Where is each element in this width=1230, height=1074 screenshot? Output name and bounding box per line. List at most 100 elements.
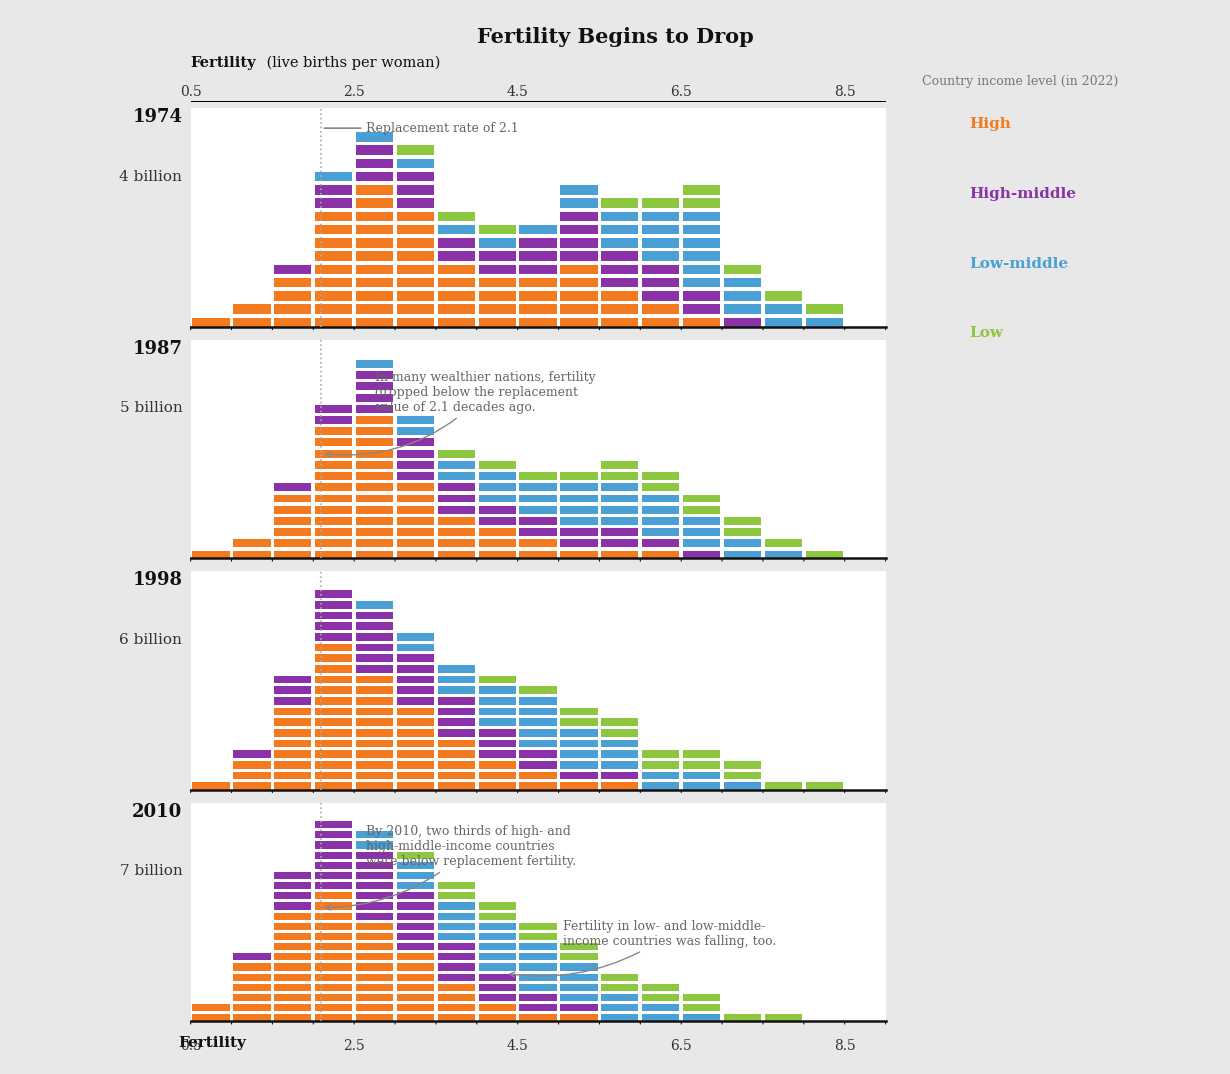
Bar bbox=[478, 473, 515, 480]
Bar bbox=[478, 943, 515, 950]
Text: High: High bbox=[969, 117, 1011, 131]
Bar bbox=[601, 528, 638, 536]
Bar bbox=[397, 506, 434, 513]
Bar bbox=[438, 963, 475, 971]
Bar bbox=[438, 697, 475, 705]
Bar bbox=[355, 993, 394, 1001]
Bar bbox=[519, 304, 557, 314]
Bar bbox=[683, 751, 721, 758]
Bar bbox=[438, 892, 475, 899]
Bar bbox=[519, 708, 557, 715]
Bar bbox=[642, 984, 679, 991]
Bar bbox=[274, 993, 311, 1001]
Bar bbox=[355, 539, 394, 548]
Bar bbox=[355, 634, 394, 641]
Bar bbox=[683, 528, 721, 536]
Bar bbox=[355, 852, 394, 859]
Bar bbox=[561, 963, 598, 971]
Bar bbox=[355, 772, 394, 780]
Bar bbox=[519, 291, 557, 301]
Bar bbox=[601, 517, 638, 525]
Bar bbox=[397, 517, 434, 525]
Text: 2.5: 2.5 bbox=[343, 85, 365, 100]
Bar bbox=[561, 528, 598, 536]
Bar bbox=[561, 761, 598, 769]
Bar bbox=[397, 264, 434, 274]
Bar bbox=[601, 224, 638, 234]
Bar bbox=[192, 1014, 230, 1021]
Bar bbox=[315, 427, 352, 435]
Bar bbox=[601, 318, 638, 326]
Bar bbox=[274, 943, 311, 950]
Bar bbox=[315, 1004, 352, 1012]
Bar bbox=[478, 539, 515, 548]
Bar bbox=[315, 708, 352, 715]
Bar bbox=[478, 291, 515, 301]
Bar bbox=[561, 212, 598, 221]
Bar bbox=[315, 821, 352, 828]
Bar bbox=[601, 483, 638, 491]
Bar bbox=[561, 494, 598, 503]
Bar bbox=[274, 902, 311, 910]
Bar bbox=[478, 686, 515, 694]
Bar bbox=[315, 185, 352, 194]
Bar bbox=[601, 264, 638, 274]
Bar bbox=[438, 251, 475, 261]
Bar bbox=[315, 528, 352, 536]
Bar bbox=[561, 517, 598, 525]
Bar bbox=[601, 782, 638, 789]
Bar bbox=[315, 473, 352, 480]
Bar bbox=[355, 708, 394, 715]
Bar bbox=[519, 264, 557, 274]
Bar bbox=[397, 665, 434, 672]
Bar bbox=[438, 494, 475, 503]
Bar bbox=[683, 506, 721, 513]
Bar bbox=[315, 831, 352, 839]
Bar bbox=[355, 654, 394, 662]
Bar bbox=[397, 913, 434, 919]
Bar bbox=[397, 461, 434, 469]
Bar bbox=[519, 551, 557, 558]
Bar bbox=[478, 782, 515, 789]
Bar bbox=[355, 963, 394, 971]
Text: 2010: 2010 bbox=[132, 803, 182, 821]
Bar bbox=[315, 933, 352, 940]
Bar bbox=[397, 528, 434, 536]
Bar bbox=[192, 1004, 230, 1012]
Bar bbox=[561, 185, 598, 194]
Bar bbox=[478, 551, 515, 558]
Bar bbox=[274, 318, 311, 326]
Bar bbox=[642, 761, 679, 769]
Bar bbox=[765, 551, 802, 558]
Bar bbox=[355, 719, 394, 726]
Bar bbox=[234, 973, 271, 981]
Bar bbox=[642, 772, 679, 780]
Bar bbox=[724, 539, 761, 548]
Bar bbox=[315, 973, 352, 981]
Bar bbox=[355, 199, 394, 208]
Bar bbox=[355, 665, 394, 672]
Bar bbox=[561, 1004, 598, 1012]
Bar bbox=[355, 427, 394, 435]
Bar bbox=[274, 517, 311, 525]
Bar bbox=[519, 772, 557, 780]
Bar bbox=[601, 304, 638, 314]
Text: 6 billion: 6 billion bbox=[119, 633, 182, 647]
Text: 4 billion: 4 billion bbox=[119, 170, 182, 184]
Bar bbox=[397, 224, 434, 234]
Bar bbox=[315, 517, 352, 525]
Bar bbox=[274, 506, 311, 513]
Bar bbox=[561, 943, 598, 950]
Bar bbox=[397, 634, 434, 641]
Bar bbox=[438, 740, 475, 748]
Bar bbox=[519, 473, 557, 480]
Bar bbox=[274, 278, 311, 287]
Bar bbox=[355, 382, 394, 390]
Bar bbox=[519, 539, 557, 548]
Bar bbox=[438, 751, 475, 758]
Bar bbox=[806, 782, 843, 789]
Bar bbox=[192, 782, 230, 789]
Bar bbox=[355, 761, 394, 769]
Text: 5 billion: 5 billion bbox=[119, 401, 182, 416]
Bar bbox=[315, 861, 352, 869]
